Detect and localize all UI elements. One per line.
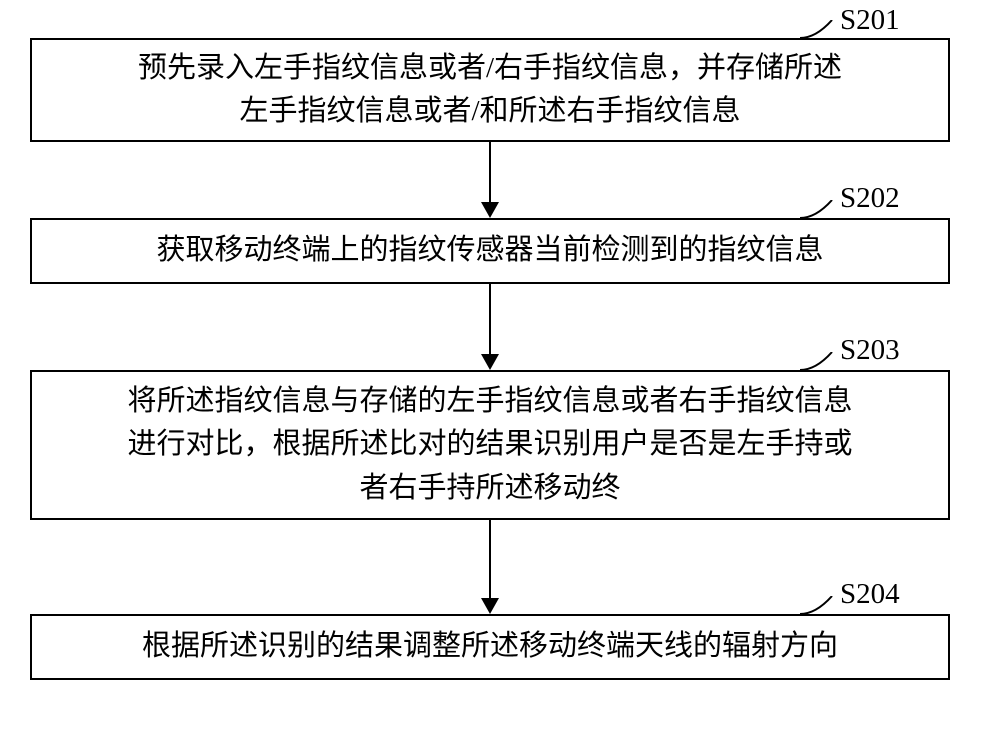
flow-arrow-2-head — [481, 354, 499, 370]
flow-node-s203: 将所述指纹信息与存储的左手指纹信息或者右手指纹信息 进行对比，根据所述比对的结果… — [30, 370, 950, 520]
flow-arrow-1-head — [481, 202, 499, 218]
flow-node-s201-text: 预先录入左手指纹信息或者/右手指纹信息，并存储所述 左手指纹信息或者/和所述右手… — [138, 47, 842, 134]
flow-node-s204-text: 根据所述识别的结果调整所述移动终端天线的辐射方向 — [142, 625, 838, 669]
step-label-s203: S203 — [840, 334, 900, 367]
flow-arrow-3-line — [489, 520, 491, 598]
flow-arrow-3-head — [481, 598, 499, 614]
flow-arrow-1-line — [489, 142, 491, 202]
flow-node-s201: 预先录入左手指纹信息或者/右手指纹信息，并存储所述 左手指纹信息或者/和所述右手… — [30, 38, 950, 142]
flow-arrow-2-line — [489, 284, 491, 354]
step-label-s202: S202 — [840, 182, 900, 215]
leader-s202 — [800, 200, 840, 220]
flow-node-s202: 获取移动终端上的指纹传感器当前检测到的指纹信息 — [30, 218, 950, 284]
flow-node-s202-text: 获取移动终端上的指纹传感器当前检测到的指纹信息 — [156, 229, 823, 273]
flow-node-s204: 根据所述识别的结果调整所述移动终端天线的辐射方向 — [30, 614, 950, 680]
flowchart-canvas: 预先录入左手指纹信息或者/右手指纹信息，并存储所述 左手指纹信息或者/和所述右手… — [0, 0, 1000, 729]
flow-node-s203-text: 将所述指纹信息与存储的左手指纹信息或者右手指纹信息 进行对比，根据所述比对的结果… — [127, 380, 852, 511]
leader-s201 — [800, 20, 840, 40]
step-label-s201: S201 — [840, 4, 900, 37]
leader-s203 — [800, 352, 840, 372]
step-label-s204: S204 — [840, 578, 900, 611]
leader-s204 — [800, 596, 840, 616]
